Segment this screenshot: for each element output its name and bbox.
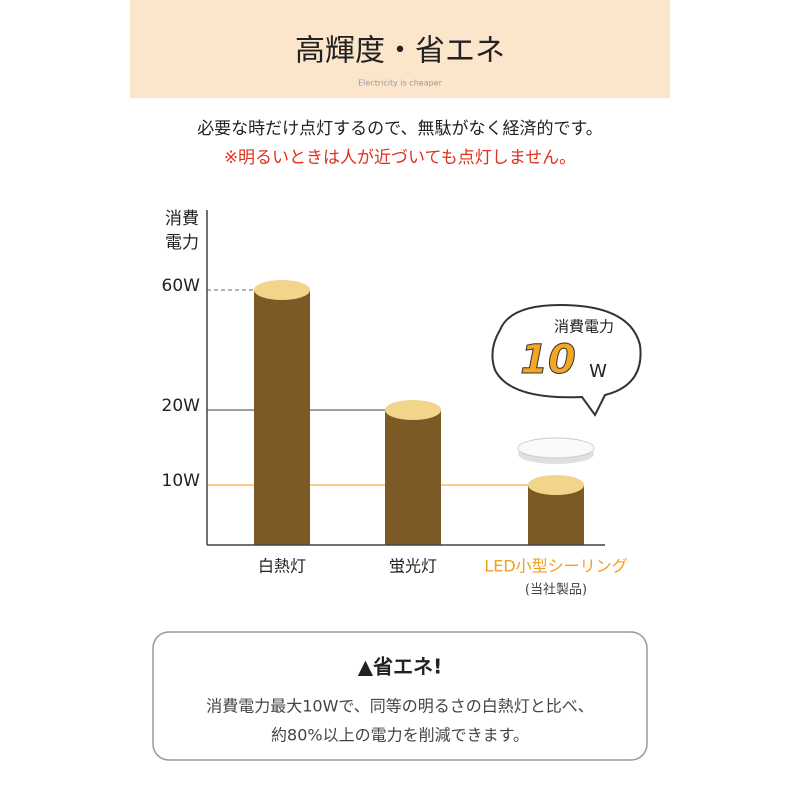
x-tick-label: 白熱灯 (258, 557, 306, 576)
bar (254, 290, 310, 545)
category-note: (当社製品) (525, 582, 587, 598)
y-axis-label: 消費 (165, 209, 199, 229)
x-tick-label: LED小型シーリング (484, 557, 627, 576)
y-axis-label: 電力 (165, 233, 199, 253)
intro-warning: ※明るいときは人が近づいても点灯しません。 (224, 148, 576, 168)
y-tick-label: 60W (162, 276, 201, 296)
callout-bubble (491, 303, 642, 417)
note-heading: ▲省エネ! (358, 655, 443, 679)
intro-line: 必要な時だけ点灯するので、無駄がなく経済的です。 (197, 119, 603, 139)
bar-top (385, 400, 441, 420)
callout-value: 10 (520, 337, 576, 383)
bar (385, 410, 441, 545)
subtitle: Electricity is cheaper (358, 79, 443, 88)
bar-top (528, 475, 584, 495)
callout-title: 消費電力 (554, 318, 614, 336)
y-tick-label: 10W (162, 471, 201, 491)
lamp-icon (517, 437, 595, 459)
bar-top (254, 280, 310, 300)
x-tick-label: 蛍光灯 (389, 557, 437, 576)
note-line: 消費電力最大10Wで、同等の明るさの白熱灯と比べ、 (206, 697, 594, 716)
header-band (130, 0, 670, 98)
title: 高輝度・省エネ (295, 34, 505, 69)
y-tick-label: 20W (162, 396, 201, 416)
note-line: 約80%以上の電力を削減できます。 (271, 726, 529, 745)
note-box (152, 631, 648, 761)
callout-unit: W (589, 361, 607, 382)
